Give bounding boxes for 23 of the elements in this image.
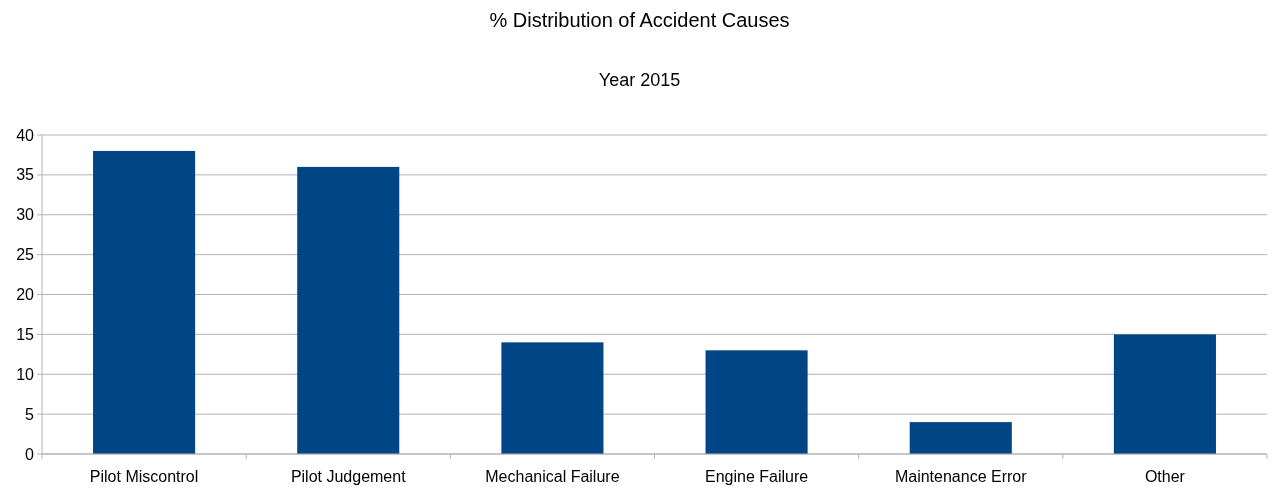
x-tick-label: Maintenance Error xyxy=(894,468,1028,485)
bar xyxy=(93,150,196,454)
y-tick-label: 15 xyxy=(16,325,35,343)
bar xyxy=(297,166,400,454)
y-tick-label: 20 xyxy=(16,286,35,304)
bar xyxy=(705,350,808,454)
chart-subtitle: Year 2015 xyxy=(598,70,681,90)
x-tick-label: Pilot Judgement xyxy=(290,468,407,485)
bar xyxy=(501,342,604,454)
y-tick-label: 25 xyxy=(16,246,35,264)
bar xyxy=(1113,334,1216,454)
y-tick-label: 0 xyxy=(25,445,35,463)
y-tick-label: 10 xyxy=(16,365,35,383)
y-tick-label: 40 xyxy=(16,126,35,144)
chart-title: % Distribution of Accident Causes xyxy=(489,9,790,31)
x-tick-label: Other xyxy=(1144,468,1186,485)
bar xyxy=(909,422,1012,454)
x-tick-label: Pilot Miscontrol xyxy=(89,468,199,485)
y-tick-label: 30 xyxy=(16,206,35,224)
y-tick-label: 35 xyxy=(16,166,35,184)
x-tick-label: Engine Failure xyxy=(705,468,809,485)
y-tick-label: 5 xyxy=(25,405,35,423)
x-tick-label: Mechanical Failure xyxy=(485,468,620,485)
